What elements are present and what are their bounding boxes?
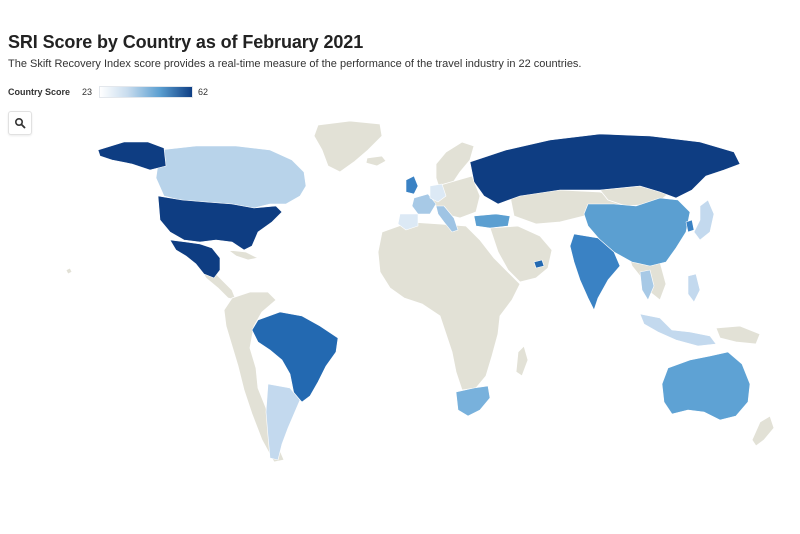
land-africa (377, 221, 521, 391)
land-greenland (313, 120, 383, 173)
country-south-africa[interactable] (455, 385, 491, 417)
world-map[interactable] (0, 115, 800, 485)
land-no-data (65, 120, 775, 463)
country-argentina[interactable] (265, 383, 301, 461)
country-thailand[interactable] (639, 269, 655, 301)
color-legend: Country Score 23 62 (8, 86, 208, 98)
zoom-button[interactable] (8, 111, 32, 135)
country-india[interactable] (569, 233, 621, 311)
country-germany[interactable] (429, 183, 447, 203)
land-new-zealand (751, 415, 775, 447)
country-mexico[interactable] (169, 239, 221, 279)
country-australia[interactable] (661, 351, 751, 421)
country-japan[interactable] (693, 199, 715, 241)
legend-max-label: 62 (198, 87, 209, 97)
world-map-svg[interactable] (0, 115, 800, 485)
country-turkey[interactable] (473, 213, 511, 229)
country-united-arab-emirates[interactable] (533, 259, 545, 269)
countries-colored[interactable] (97, 133, 751, 461)
land-madagascar (515, 345, 529, 377)
land-new-guinea (715, 325, 761, 345)
land-caribbean (227, 249, 259, 261)
country-indonesia[interactable] (639, 313, 717, 347)
land-iceland (365, 155, 387, 167)
country-france[interactable] (411, 193, 437, 215)
legend-min-label: 23 (82, 87, 93, 97)
legend-title: Country Score (8, 87, 71, 97)
country-united-states[interactable] (97, 141, 283, 251)
country-spain[interactable] (397, 213, 419, 231)
search-icon (14, 117, 26, 129)
country-italy[interactable] (435, 205, 459, 233)
country-russia[interactable] (469, 133, 741, 205)
country-south-korea[interactable] (685, 219, 695, 233)
legend-gradient-bar (99, 86, 194, 98)
page-subtitle: The Skift Recovery Index score provides … (8, 58, 582, 70)
country-philippines[interactable] (687, 273, 701, 303)
country-united-kingdom[interactable] (405, 175, 419, 195)
page-title: SRI Score by Country as of February 2021 (8, 32, 364, 52)
country-brazil[interactable] (251, 311, 339, 403)
country-canada[interactable] (155, 145, 307, 209)
land-hawaii (65, 267, 73, 275)
